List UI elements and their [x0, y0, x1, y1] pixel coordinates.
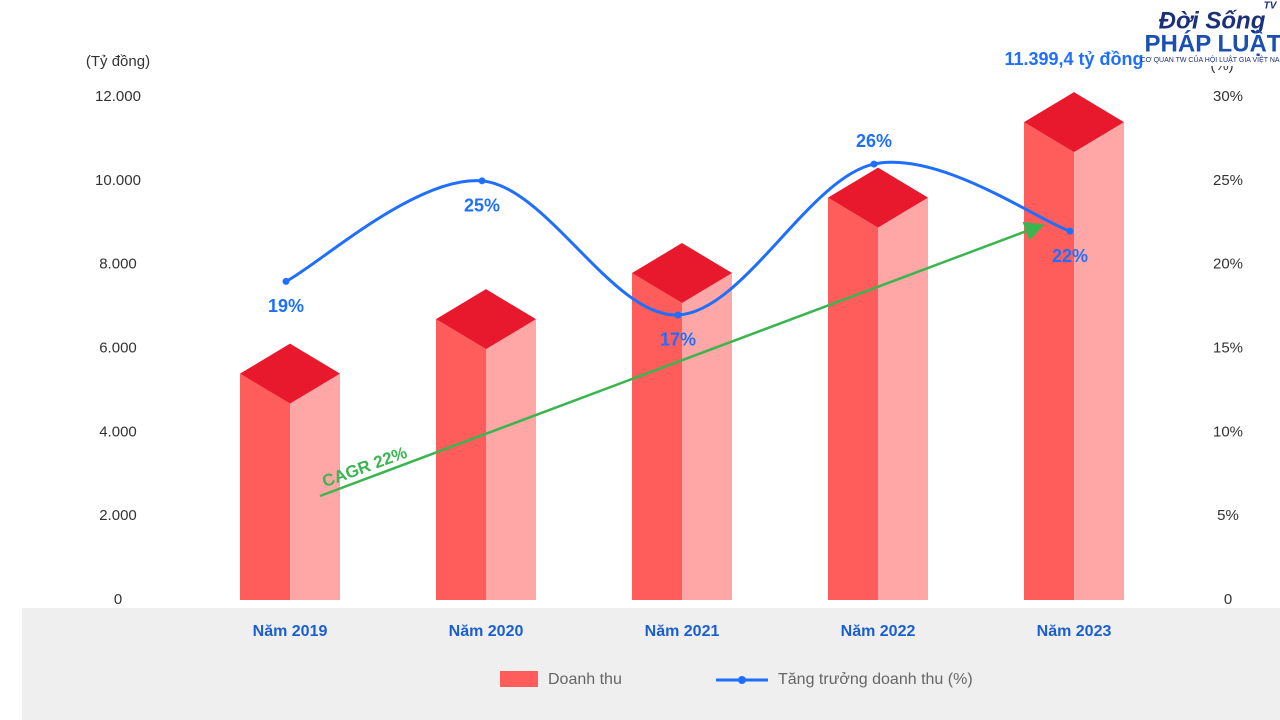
footer-band: [22, 608, 1280, 720]
line-value-label: 19%: [268, 296, 304, 316]
bar-left-face: [240, 373, 290, 600]
x-tick-label: Năm 2022: [841, 623, 916, 640]
logo-top: Đời Sống: [1159, 7, 1266, 34]
bar-left-face: [632, 273, 682, 600]
y-axis-label: (Tỷ đồng): [86, 53, 150, 70]
y-tick-label: 2.000: [99, 507, 137, 524]
logo-bottom: PHÁP LUẬT: [1145, 29, 1280, 57]
bar-top: [240, 343, 340, 404]
y2-tick-label: 5%: [1217, 507, 1239, 524]
bar: [1024, 92, 1124, 601]
bar: [240, 343, 340, 600]
bar: [828, 167, 928, 600]
x-tick-label: Năm 2023: [1037, 623, 1112, 640]
legend-label: Tăng trưởng doanh thu (%): [778, 671, 973, 688]
bar-right-face: [290, 373, 340, 600]
bar-value-label: 11.399,4 tỷ đồng: [1004, 49, 1143, 69]
x-tick-label: Năm 2021: [645, 623, 720, 640]
y2-tick-label: 30%: [1213, 88, 1243, 105]
x-tick-label: Năm 2019: [253, 623, 328, 640]
y2-tick-label: 20%: [1213, 256, 1243, 273]
line-value-label: 22%: [1052, 246, 1088, 266]
line-point: [282, 277, 290, 285]
x-tick-label: Năm 2020: [449, 623, 524, 640]
bar: [436, 289, 536, 600]
y2-tick-label: 25%: [1213, 172, 1243, 189]
bar-right-face: [1074, 122, 1124, 601]
y-tick-label: 6.000: [99, 339, 137, 356]
bar-right-face: [682, 273, 732, 600]
logo-tagline: CƠ QUAN TW CỦA HỘI LUẬT GIA VIỆT NAM: [1141, 55, 1280, 64]
bar-right-face: [486, 319, 536, 600]
logo-badge: TV: [1264, 1, 1278, 12]
bar-top: [632, 243, 732, 304]
y-tick-label: 12.000: [95, 88, 141, 105]
line-point: [1066, 227, 1074, 235]
bar-top: [436, 289, 536, 350]
y-tick-label: 0: [114, 591, 122, 608]
line-point: [478, 177, 486, 185]
bar-left-face: [1024, 122, 1074, 601]
plot: 0 2.000 4.000 6.000 8.000 10.000 12.000 0 5% 10% 1…: [95, 49, 1243, 688]
y-tick-label: 10.000: [95, 172, 141, 189]
logo: Đời Sống TV PHÁP LUẬT CƠ QUAN TW CỦA HỘI…: [1141, 0, 1280, 66]
line-value-label: 26%: [856, 131, 892, 151]
y-tick-label: 4.000: [99, 423, 137, 440]
y2-tick-label: 15%: [1213, 339, 1243, 356]
y2-tick-label: 0: [1224, 591, 1232, 608]
bar: [632, 243, 732, 600]
bar-left-face: [436, 319, 486, 600]
legend-label: Doanh thu: [548, 671, 622, 688]
bar-top: [1024, 92, 1124, 153]
bar-left-face: [828, 197, 878, 600]
y-tick-label: 8.000: [99, 256, 137, 273]
legend-swatch: [500, 671, 538, 687]
legend-swatch-dot: [738, 676, 746, 684]
bar-right-face: [878, 197, 928, 600]
bar-top: [828, 167, 928, 228]
cagr-arrow: [319, 221, 1045, 498]
logo-bg: [1145, 0, 1280, 66]
line-point: [870, 160, 878, 168]
line-point: [674, 311, 682, 319]
line-value-label: 25%: [464, 196, 500, 216]
y2-tick-label: 10%: [1213, 423, 1243, 440]
line-value-label: 17%: [660, 330, 696, 350]
